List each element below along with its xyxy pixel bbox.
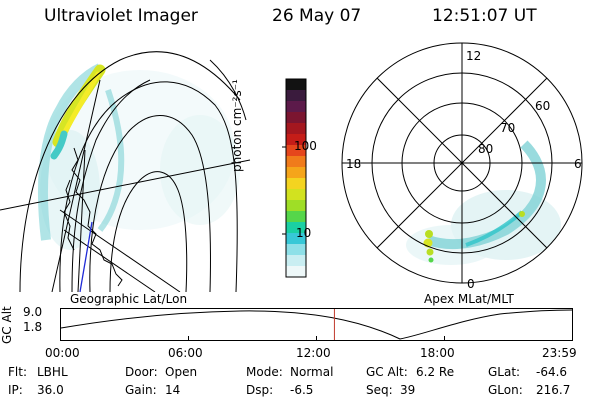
dsp-value: -6.5 — [290, 383, 314, 397]
timeline-ticks — [60, 336, 573, 341]
timeline-plot — [60, 308, 573, 341]
time-label: 12:51:07 UT — [432, 6, 537, 26]
geo-aurora-fringe — [50, 130, 68, 160]
colorbar-cell — [286, 123, 306, 135]
glat-value: -64.6 — [536, 365, 568, 379]
polar-aurora-core — [465, 210, 524, 247]
mode-label: Mode: — [246, 365, 283, 379]
glon-value: 216.7 — [536, 383, 571, 397]
mlt-label-12: 12 — [466, 49, 481, 63]
colorbar-cell — [286, 90, 306, 102]
glon-label: GLon: — [488, 383, 523, 397]
polar-map-title: Apex MLat/MLT — [424, 292, 514, 306]
colorbar-cell — [286, 167, 306, 179]
flt-value: LBHL — [37, 365, 68, 379]
flt-label: Flt: — [8, 365, 27, 379]
colorbar-cell — [286, 178, 306, 190]
timeline-orbit-curve — [60, 309, 573, 340]
colorbar-cell — [286, 145, 306, 157]
geo-grid — [0, 51, 251, 292]
colorbar-unit-label: photon cm⁻²s⁻¹ — [230, 79, 244, 172]
geographic-map — [0, 51, 251, 292]
timeline-ylabel: GC Alt — [0, 306, 14, 344]
mlat-label-70: 70 — [500, 121, 515, 135]
seq-label: Seq: — [366, 383, 393, 397]
mlat-label-60: 60 — [535, 99, 550, 113]
colorbar-cell — [286, 244, 306, 256]
polar-map: 12 18 6 0 80 70 60 — [341, 42, 583, 291]
glat-label: GLat: — [488, 365, 521, 379]
geo-map-title: Geographic Lat/Lon — [70, 292, 188, 306]
dsp-label: Dsp: — [246, 383, 274, 397]
gcalt-value: 6.2 Re — [416, 365, 455, 379]
mlat-label-80: 80 — [478, 142, 493, 156]
colorbar-cell — [286, 79, 306, 91]
mode-value: Normal — [290, 365, 334, 379]
timeline-xtick-2: 12:00 — [296, 346, 331, 360]
colorbar-tick-100: 100 — [294, 139, 317, 153]
date-label: 26 May 07 — [272, 6, 362, 26]
colorbar-cell — [286, 112, 306, 124]
colorbar-cell — [286, 200, 306, 212]
colorbar-cell — [286, 156, 306, 168]
mlt-label-6: 6 — [574, 157, 582, 171]
door-label: Door: — [125, 365, 158, 379]
timeline-ytick-low: 1.8 — [23, 320, 43, 334]
gain-value: 14 — [165, 383, 181, 397]
gcalt-label: GC Alt: — [366, 365, 408, 379]
colorbar-cell — [286, 255, 306, 267]
timeline-xtick-1: 06:00 — [168, 346, 203, 360]
seq-value: 39 — [400, 383, 416, 397]
colorbar-cell — [286, 211, 306, 223]
timeline-xtick-0: 00:00 — [45, 346, 80, 360]
timeline-ytick-high: 9.0 — [23, 305, 43, 319]
polar-grid — [341, 42, 583, 284]
geo-aurora-band-right — [97, 89, 125, 232]
geo-aurora-peak — [61, 71, 101, 137]
colorbar-cell — [286, 222, 306, 234]
geo-coastline — [63, 147, 123, 287]
colorbar — [282, 78, 307, 278]
ip-value: 36.0 — [37, 383, 64, 397]
timeline-xtick-4: 23:59 — [542, 346, 577, 360]
door-value: Open — [165, 365, 198, 379]
sensor-line — [79, 221, 93, 292]
ip-label: IP: — [8, 383, 23, 397]
colorbar-cell — [286, 134, 306, 146]
gain-label: Gain: — [125, 383, 157, 397]
colorbar-tick-10: 10 — [296, 226, 312, 240]
geo-aurora-arc — [37, 63, 103, 241]
mlt-label-0: 0 — [467, 277, 475, 291]
colorbar-cell — [286, 233, 306, 245]
colorbar-cells — [286, 79, 306, 278]
colorbar-cell — [286, 189, 306, 201]
instrument-title: Ultraviolet Imager — [44, 6, 198, 26]
colorbar-cell — [286, 266, 306, 278]
timeline-xtick-3: 18:00 — [420, 346, 455, 360]
colorbar-cell — [286, 101, 306, 113]
mlt-label-18: 18 — [346, 157, 361, 171]
